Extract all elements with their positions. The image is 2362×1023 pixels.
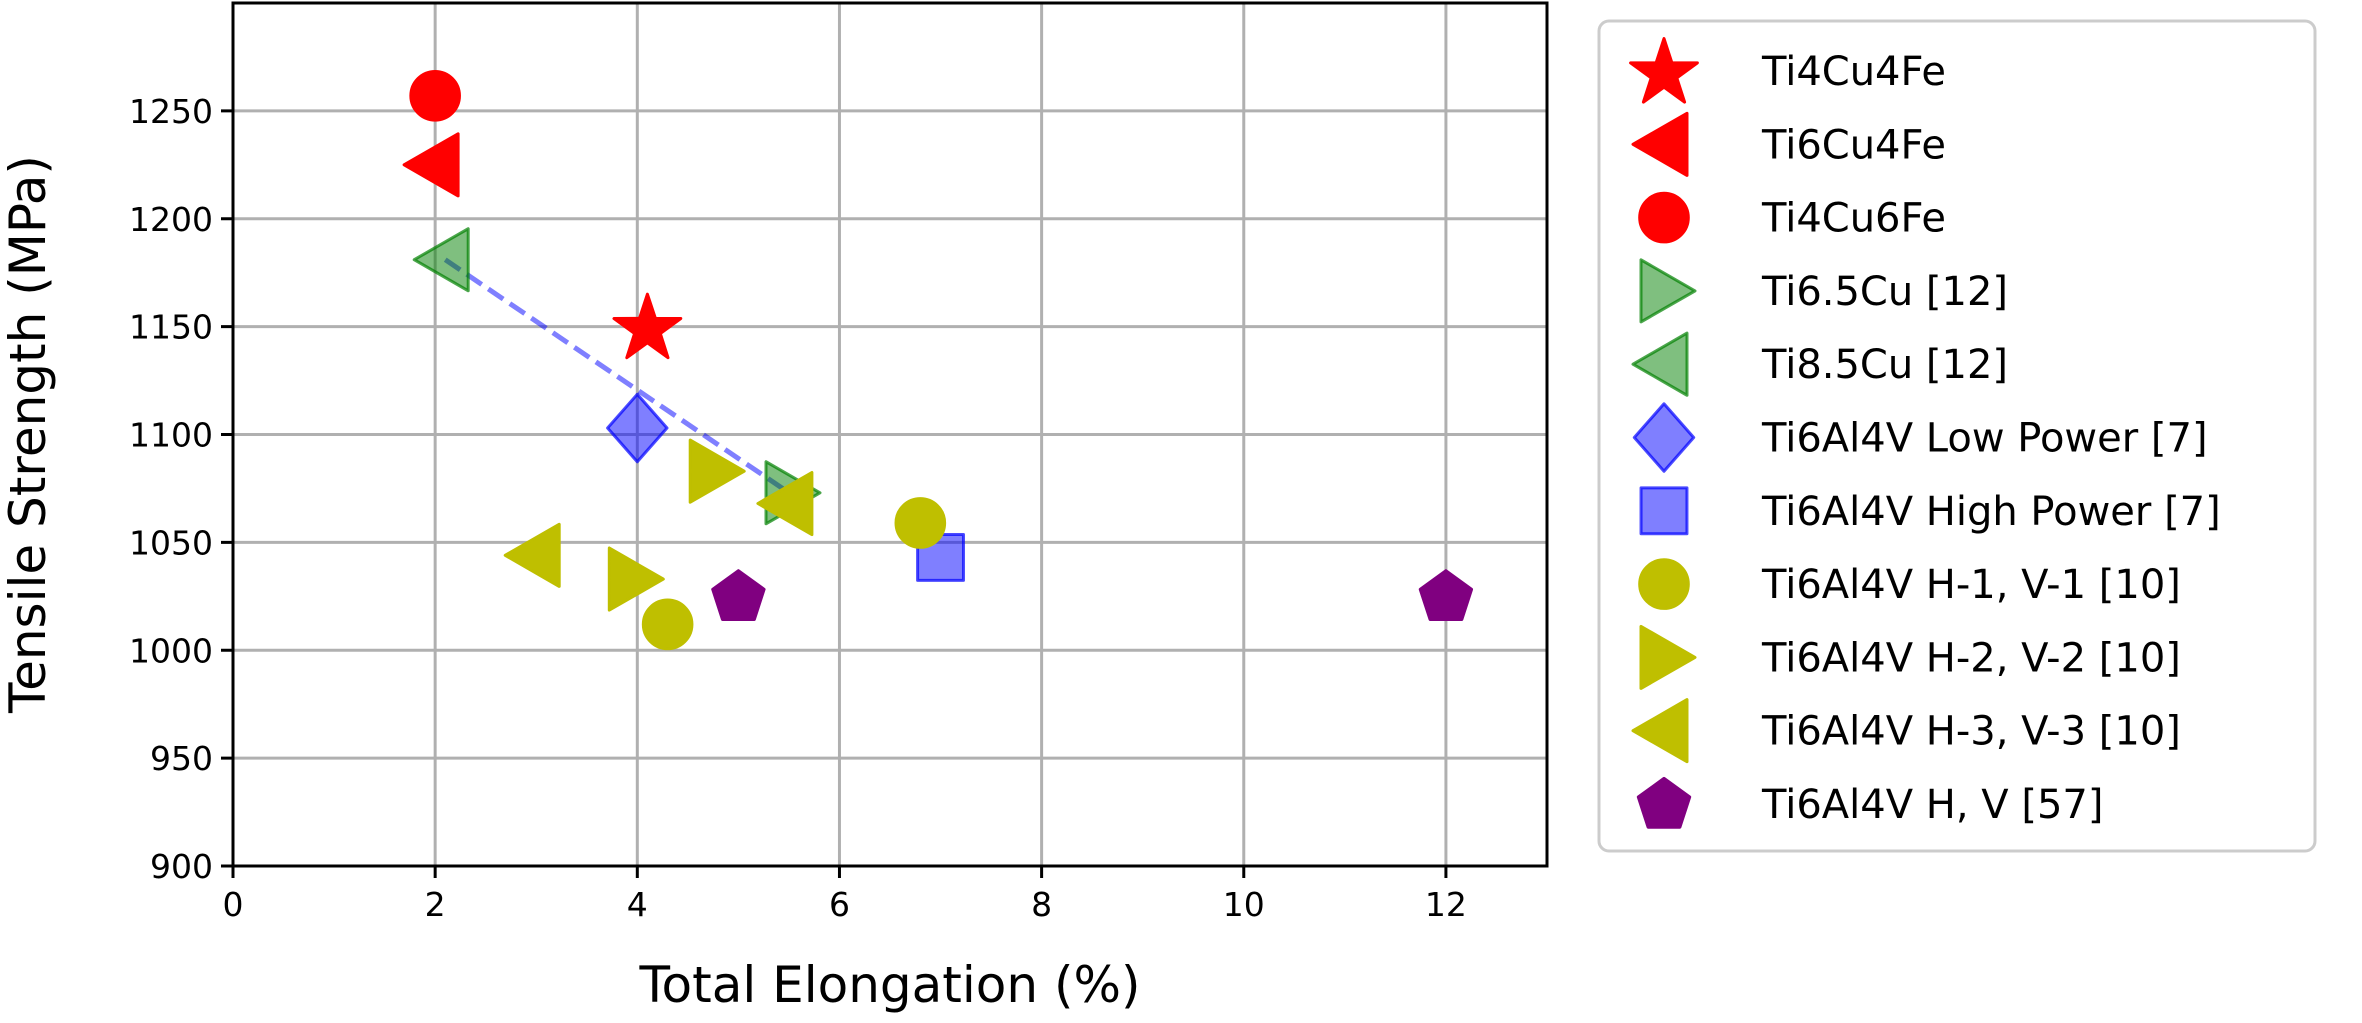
legend-item-ti6al4v-h-2-v-2-10: Ti6Al4V H-2, V-2 [10] <box>1639 624 2181 690</box>
legend-item-ti6-5cu-12: Ti6.5Cu [12] <box>1639 258 2008 324</box>
x-tick-label: 4 <box>627 885 648 924</box>
legend-marker-circle-icon <box>1638 558 1690 610</box>
legend-label: Ti6Al4V H-3, V-3 [10] <box>1761 709 2181 755</box>
x-axis-ticks: 0 2 4 6 8 10 12 <box>223 866 1467 924</box>
trend-line-group <box>443 257 791 495</box>
point-ti6al4v-h-3-v-3-10 <box>756 471 814 537</box>
point-ti6al4v-high-power-7 <box>916 533 965 582</box>
legend-item-ti8-5cu-12: Ti8.5Cu [12] <box>1631 331 2008 397</box>
point-ti6al4v-h-v-57 <box>711 569 766 621</box>
legend-label: Ti4Cu6Fe <box>1761 196 1946 242</box>
legend-label: Ti6Cu4Fe <box>1761 122 1946 168</box>
legend-item-ti6al4v-h-1-v-1-10: Ti6Al4V H-1, V-1 [10] <box>1638 558 2181 610</box>
y-tick-label: 1000 <box>129 631 213 670</box>
point-ti6al4v-low-power-7 <box>606 392 669 464</box>
legend-label: Ti6Al4V H-1, V-1 [10] <box>1761 562 2181 608</box>
legend-marker-star-icon <box>1629 37 1699 104</box>
y-tick-label: 900 <box>150 847 213 886</box>
legend-marker-triangle-right-icon <box>1639 258 1697 324</box>
legend-marker-diamond-icon <box>1632 402 1696 473</box>
legend-item-ti6al4v-high-power-7: Ti6Al4V High Power [7] <box>1639 486 2221 536</box>
legend-label: Ti6.5Cu [12] <box>1761 269 2008 315</box>
legend-marker-circle-icon <box>1638 191 1690 244</box>
legend-label: Ti6Al4V Low Power [7] <box>1761 416 2208 462</box>
legend-item-ti4cu4fe: Ti4Cu4Fe <box>1629 37 1946 104</box>
y-axis-ticks: 900 950 1000 1050 1100 1150 1200 1250 <box>129 92 233 886</box>
y-tick-label: 1050 <box>129 523 213 562</box>
legend-marker-square-icon <box>1639 486 1689 536</box>
legend-box <box>1597 19 2317 853</box>
legend-label: Ti6Al4V H, V [57] <box>1761 782 2103 828</box>
legend-marker-triangle-right-icon <box>1639 624 1697 690</box>
x-axis-label: Total Elongation (%) <box>638 956 1140 1014</box>
legend-marker-pentagon-icon <box>1636 776 1692 829</box>
point-ti8-5cu-12 <box>412 227 470 293</box>
x-tick-label: 8 <box>1031 885 1052 924</box>
x-tick-label: 2 <box>425 885 446 924</box>
legend-marker-triangle-left-icon <box>1631 331 1689 397</box>
data-points <box>402 69 1474 651</box>
x-tick-label: 12 <box>1425 885 1467 924</box>
trend-line <box>443 257 791 495</box>
x-tick-label: 6 <box>829 885 850 924</box>
point-ti6al4v-h-v-57 <box>1418 569 1474 621</box>
point-ti4cu4fe <box>612 292 683 360</box>
legend-item-ti6al4v-h-v-57: Ti6Al4V H, V [57] <box>1636 776 2103 829</box>
legend-item-ti6al4v-low-power-7: Ti6Al4V Low Power [7] <box>1632 402 2208 473</box>
legend-label: Ti6Al4V High Power [7] <box>1761 489 2221 535</box>
y-tick-label: 1200 <box>129 200 213 239</box>
y-tick-label: 1150 <box>129 308 213 347</box>
grid <box>231 3 1547 868</box>
legend-item-ti6cu4fe: Ti6Cu4Fe <box>1631 111 1946 177</box>
point-ti6al4v-h-1-v-1-10 <box>641 598 694 651</box>
y-tick-label: 1250 <box>129 92 213 131</box>
legend-marker-triangle-left-icon <box>1631 698 1689 764</box>
x-tick-label: 10 <box>1223 885 1265 924</box>
legend-marker-triangle-left-icon <box>1631 111 1689 177</box>
point-ti6cu4fe <box>402 132 460 198</box>
point-ti4cu6fe <box>409 69 461 122</box>
legend-item-ti6al4v-h-3-v-3-10: Ti6Al4V H-3, V-3 [10] <box>1631 698 2181 764</box>
point-ti6al4v-h-2-v-2-10 <box>607 546 665 612</box>
x-tick-label: 0 <box>223 885 244 924</box>
y-axis-label: Tensile Strength (MPa) <box>0 155 57 714</box>
legend-label: Ti6Al4V H-2, V-2 [10] <box>1761 635 2181 681</box>
point-ti6al4v-h-1-v-1-10 <box>894 497 947 549</box>
legend-item-ti4cu6fe: Ti4Cu6Fe <box>1638 191 1946 244</box>
point-ti6al4v-h-2-v-2-10 <box>688 438 746 504</box>
legend-label: Ti8.5Cu [12] <box>1761 342 2008 388</box>
legend: Ti4Cu4Fe Ti6Cu4Fe Ti4Cu6Fe Ti6.5Cu [12] Ti8.… <box>1597 19 2317 853</box>
point-ti6al4v-h-3-v-3-10 <box>503 522 561 588</box>
y-tick-label: 950 <box>150 739 213 778</box>
legend-label: Ti4Cu4Fe <box>1761 49 1946 95</box>
y-tick-label: 1100 <box>129 416 213 455</box>
